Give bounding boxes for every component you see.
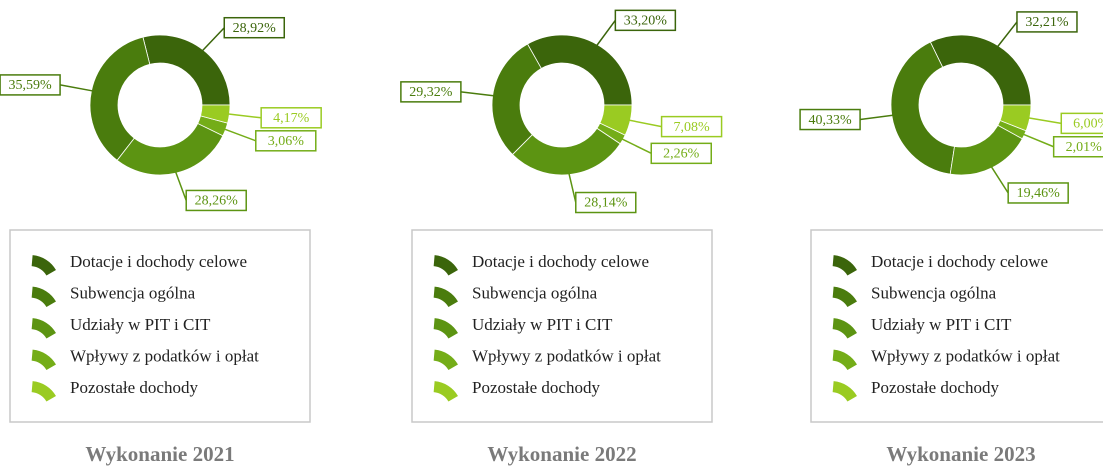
legend-box bbox=[9, 229, 311, 423]
legend-icon bbox=[832, 286, 857, 307]
legend-box bbox=[411, 229, 713, 423]
leader-line bbox=[595, 19, 616, 47]
chart-title: Wykonanie 2023 bbox=[886, 442, 1035, 466]
data-label: 28,26% bbox=[195, 194, 239, 209]
label-box bbox=[255, 130, 317, 152]
legend-icon bbox=[31, 381, 56, 402]
leader-line bbox=[568, 172, 577, 203]
legend-label: Subwencja ogólna bbox=[871, 283, 997, 302]
donut-segment bbox=[890, 41, 955, 175]
leader-line bbox=[859, 114, 894, 121]
leader-line bbox=[227, 113, 262, 119]
data-label: 2,26% bbox=[663, 147, 700, 162]
legend-label: Udziały w PIT i CIT bbox=[70, 315, 211, 334]
donut-segment bbox=[116, 122, 224, 176]
legend-label: Udziały w PIT i CIT bbox=[871, 315, 1012, 334]
legend-label: Subwencja ogólna bbox=[70, 283, 196, 302]
label-box bbox=[660, 115, 723, 138]
legend-icon bbox=[433, 318, 458, 339]
label-box bbox=[223, 16, 286, 39]
leader-line bbox=[460, 91, 495, 97]
legend-icon bbox=[832, 381, 857, 402]
label-box bbox=[185, 189, 247, 212]
leader-line bbox=[223, 128, 257, 142]
data-label: 4,17% bbox=[273, 111, 310, 126]
donut-segment bbox=[999, 104, 1032, 132]
legend-icon bbox=[433, 349, 458, 370]
label-box bbox=[260, 107, 322, 129]
data-label: 28,92% bbox=[233, 21, 277, 36]
donut-segment bbox=[142, 34, 231, 106]
legend-label: Pozostałe dochody bbox=[472, 378, 600, 397]
donut-segment bbox=[599, 104, 633, 136]
legend-icon bbox=[433, 286, 458, 307]
leader-line bbox=[59, 84, 94, 92]
data-label: 2,01% bbox=[1066, 140, 1103, 155]
legend-icon bbox=[31, 349, 56, 370]
label-box bbox=[799, 108, 861, 131]
label-box bbox=[1060, 112, 1103, 135]
data-label: 19,46% bbox=[1017, 186, 1061, 201]
legend-icon bbox=[832, 349, 857, 370]
leader-line bbox=[996, 21, 1018, 48]
donut-segment bbox=[200, 104, 231, 124]
legend-label: Wpływy z podatków i opłat bbox=[472, 346, 661, 365]
legend-icon bbox=[433, 255, 458, 276]
leader-line bbox=[628, 119, 662, 128]
data-label: 7,08% bbox=[673, 120, 710, 135]
donut-segment bbox=[526, 34, 633, 106]
chart: 32,21% 40,33% 19,46% 2,01% 6,00% Dotacje i do… bbox=[799, 11, 1103, 466]
leader-line bbox=[1027, 117, 1062, 125]
label-box bbox=[575, 191, 637, 214]
legend-label: Dotacje i dochody celowe bbox=[871, 252, 1048, 271]
label-box bbox=[1007, 182, 1069, 204]
data-label: 40,33% bbox=[808, 113, 852, 128]
label-box bbox=[614, 9, 677, 32]
legend-icon bbox=[832, 255, 857, 276]
data-label: 29,32% bbox=[409, 85, 453, 100]
data-label: 28,14% bbox=[584, 196, 628, 211]
leader-line bbox=[990, 165, 1009, 194]
legend-label: Wpływy z podatków i opłat bbox=[70, 346, 259, 365]
label-box bbox=[0, 74, 61, 96]
legend-icon bbox=[433, 381, 458, 402]
leader-line bbox=[174, 170, 187, 201]
data-label: 32,21% bbox=[1025, 15, 1069, 30]
data-label: 6,00% bbox=[1073, 117, 1103, 132]
legend-label: Pozostałe dochody bbox=[70, 378, 198, 397]
chart-title: Wykonanie 2022 bbox=[487, 442, 636, 466]
legend-icon bbox=[31, 255, 56, 276]
label-box bbox=[650, 142, 712, 165]
legend-label: Dotacje i dochody celowe bbox=[70, 252, 247, 271]
leader-line bbox=[620, 137, 652, 155]
legend-label: Dotacje i dochody celowe bbox=[472, 252, 649, 271]
chart-title: Wykonanie 2021 bbox=[85, 442, 234, 466]
label-box bbox=[1052, 136, 1103, 158]
legend-icon bbox=[31, 318, 56, 339]
legend-icon bbox=[832, 318, 857, 339]
legend-label: Wpływy z podatków i opłat bbox=[871, 346, 1060, 365]
chart: 33,20% 29,32% 28,14% 2,26% 7,08% Dotacje i do… bbox=[400, 9, 723, 466]
legend-icon bbox=[31, 286, 56, 307]
leader-line bbox=[1022, 133, 1054, 148]
data-label: 35,59% bbox=[8, 78, 52, 93]
chart: 28,92% 35,59% 28,26% 3,06% 4,17% Dotacje i do… bbox=[0, 16, 322, 466]
leader-line bbox=[201, 27, 225, 52]
legend-label: Pozostałe dochody bbox=[871, 378, 999, 397]
data-label: 3,06% bbox=[268, 134, 305, 149]
label-box bbox=[1016, 11, 1078, 33]
label-box bbox=[400, 81, 462, 103]
legend-label: Udziały w PIT i CIT bbox=[472, 315, 613, 334]
data-label: 33,20% bbox=[624, 14, 668, 29]
donut-segment bbox=[929, 34, 1032, 106]
donut-segment bbox=[89, 36, 151, 161]
legend-box bbox=[810, 229, 1103, 423]
legend-label: Subwencja ogólna bbox=[472, 283, 598, 302]
